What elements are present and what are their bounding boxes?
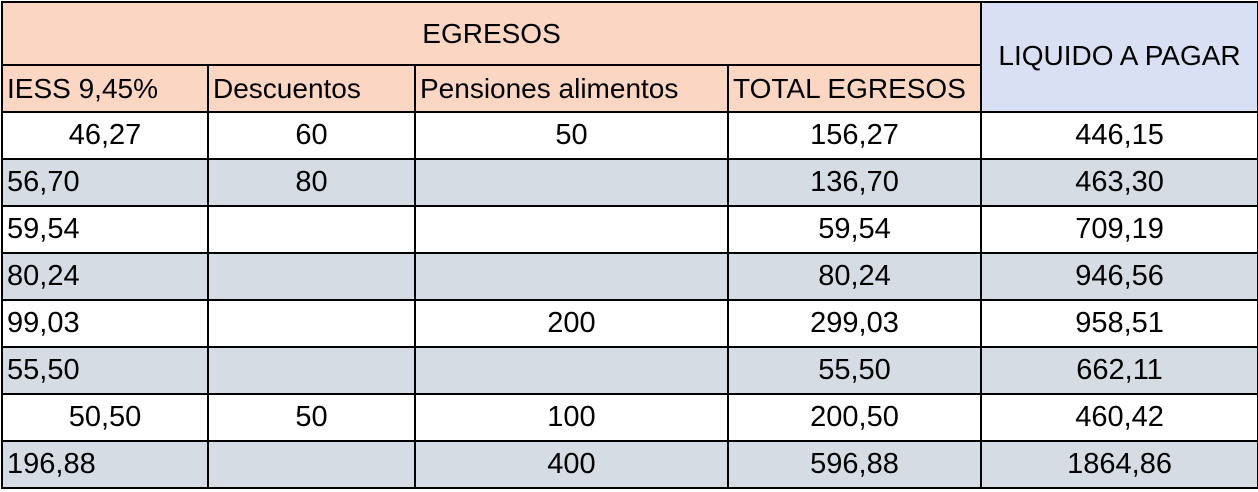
cell-iess: 56,70	[1, 158, 209, 207]
cell-pensiones: 200	[414, 299, 729, 348]
cell-liquido: 1864,86	[980, 440, 1258, 489]
cell-liquido: 946,56	[980, 252, 1258, 301]
column-header-pensiones: Pensiones alimentos	[414, 64, 729, 113]
column-header-descuentos: Descuentos	[207, 64, 416, 113]
cell-liquido: 460,42	[980, 393, 1258, 442]
cell-total-egresos: 200,50	[726, 393, 983, 442]
cell-pensiones	[414, 158, 729, 207]
cell-iess: 55,50	[1, 346, 209, 395]
cell-total-egresos: 596,88	[726, 440, 983, 489]
table-row: 56,70 80 136,70 463,30	[1, 158, 1258, 207]
cell-descuentos: 80	[207, 158, 416, 207]
cell-total-egresos: 299,03	[726, 299, 983, 348]
cell-liquido: 463,30	[980, 158, 1258, 207]
table-row: 50,50 50 100 200,50 460,42	[1, 393, 1258, 442]
table-row: 59,54 59,54 709,19	[1, 205, 1258, 254]
cell-descuentos	[207, 440, 416, 489]
cell-total-egresos: 59,54	[726, 205, 983, 254]
table-row: 46,27 60 50 156,27 446,15	[1, 111, 1258, 160]
table-row: 55,50 55,50 662,11	[1, 346, 1258, 395]
cell-pensiones: 100	[414, 393, 729, 442]
column-header-total-egresos: TOTAL EGRESOS	[726, 64, 983, 113]
liquido-a-pagar-header: LIQUIDO A PAGAR	[980, 1, 1258, 113]
cell-iess: 50,50	[1, 393, 209, 442]
table-row: 99,03 200 299,03 958,51	[1, 299, 1258, 348]
cell-pensiones: 400	[414, 440, 729, 489]
cell-pensiones	[414, 346, 729, 395]
cell-liquido: 662,11	[980, 346, 1258, 395]
cell-pensiones	[414, 205, 729, 254]
cell-descuentos: 50	[207, 393, 416, 442]
cell-iess: 46,27	[1, 111, 209, 160]
cell-iess: 59,54	[1, 205, 209, 254]
cell-descuentos	[207, 252, 416, 301]
cell-liquido: 446,15	[980, 111, 1258, 160]
cell-descuentos: 60	[207, 111, 416, 160]
cell-iess: 99,03	[1, 299, 209, 348]
cell-total-egresos: 55,50	[726, 346, 983, 395]
cell-liquido: 709,19	[980, 205, 1258, 254]
column-header-iess: IESS 9,45%	[1, 64, 209, 113]
cell-iess: 80,24	[1, 252, 209, 301]
cell-pensiones: 50	[414, 111, 729, 160]
cell-total-egresos: 136,70	[726, 158, 983, 207]
table-row: 196,88 400 596,88 1864,86	[1, 440, 1258, 489]
table-row: 80,24 80,24 946,56	[1, 252, 1258, 301]
egresos-header: EGRESOS	[0, 1, 983, 66]
cell-total-egresos: 156,27	[726, 111, 983, 160]
cell-liquido: 958,51	[980, 299, 1258, 348]
cell-descuentos	[207, 205, 416, 254]
cell-descuentos	[207, 299, 416, 348]
cell-total-egresos: 80,24	[726, 252, 983, 301]
cell-descuentos	[207, 346, 416, 395]
cell-iess: 196,88	[1, 440, 209, 489]
cell-pensiones	[414, 252, 729, 301]
